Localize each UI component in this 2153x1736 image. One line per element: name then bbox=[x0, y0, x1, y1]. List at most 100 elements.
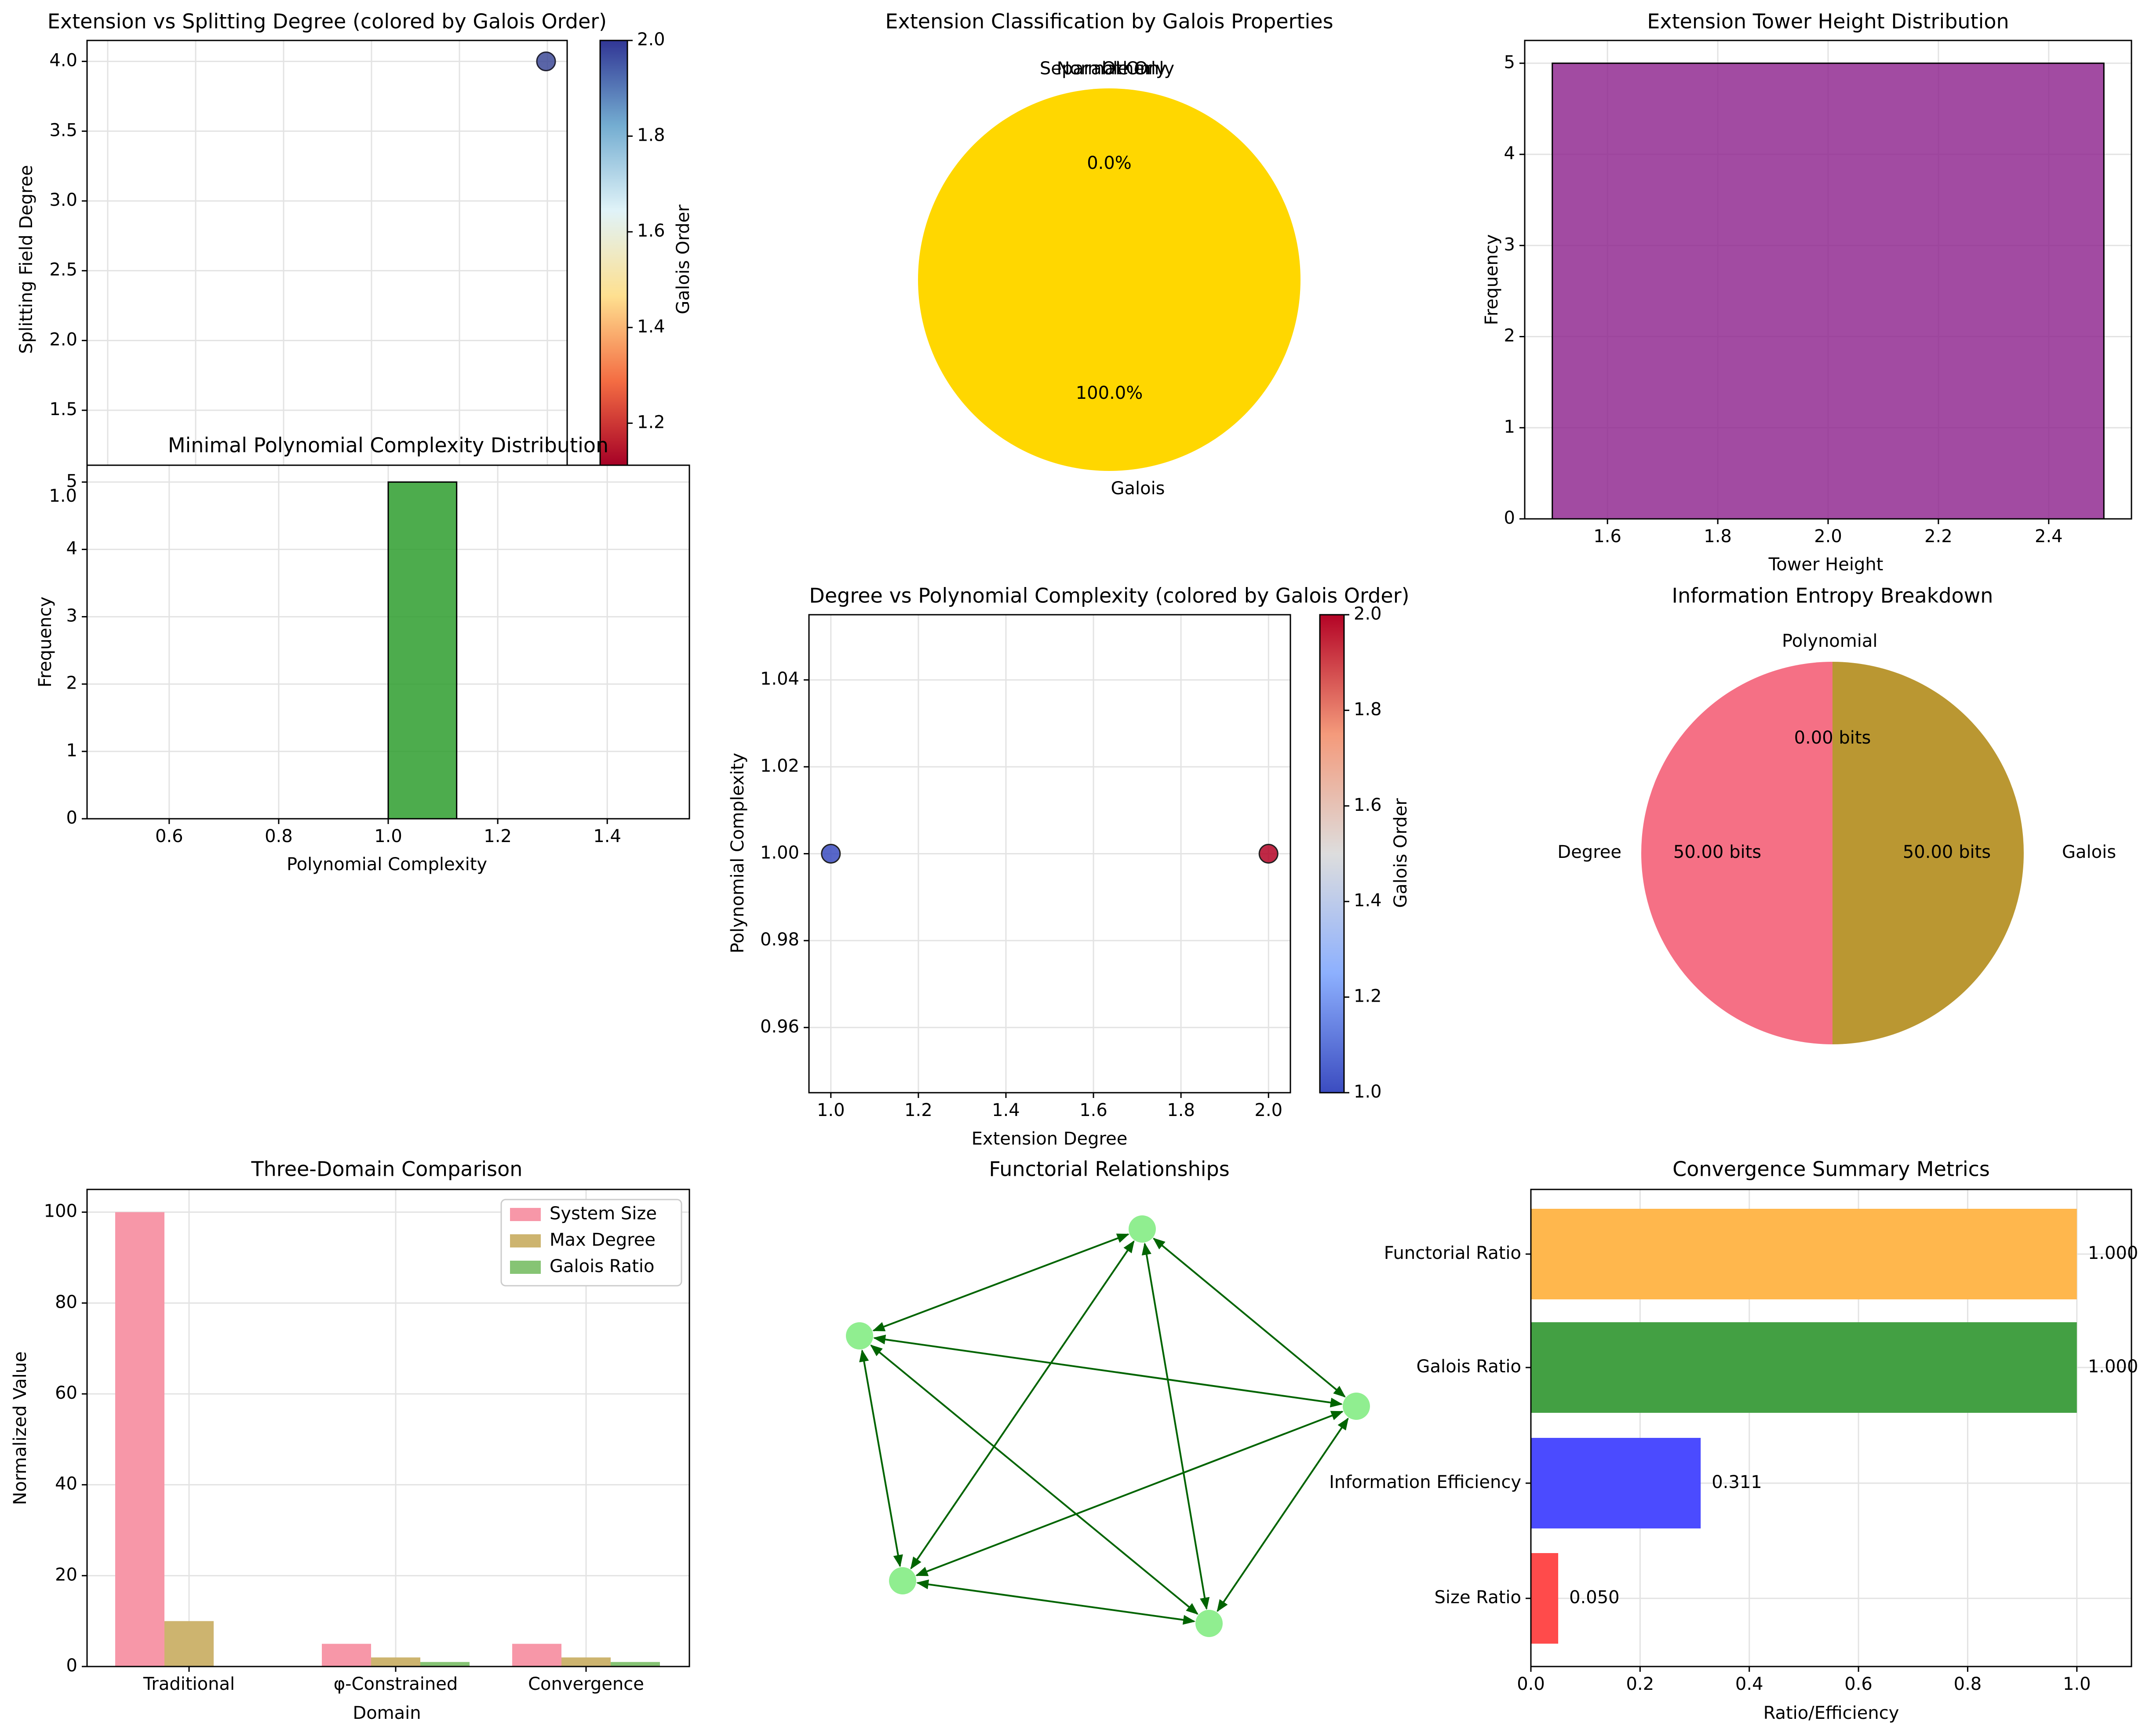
panel-tower-height: 1.6 1.8 2.0 2.2 2.4 0 1 2 3 4 5 Extension Tower Hei… bbox=[1482, 10, 2132, 575]
slice-pct-zero: 0.0% bbox=[1087, 153, 1132, 173]
legend-label: Max Degree bbox=[550, 1230, 656, 1250]
y-tick-label: 5 bbox=[1504, 52, 1515, 73]
colorbar-label: Galois Order bbox=[673, 204, 693, 314]
x-tick-label: 2.2 bbox=[1924, 526, 1953, 547]
x-axis-label: Ratio/Efficiency bbox=[1763, 1703, 1899, 1723]
y-axis-label: Normalized Value bbox=[10, 1351, 30, 1505]
bar-galois-ratio bbox=[420, 1662, 470, 1667]
slice-value-polynomial: 0.00 bits bbox=[1794, 728, 1871, 748]
slice-pct-galois: 100.0% bbox=[1076, 383, 1143, 403]
x-tick-label: 0.8 bbox=[265, 826, 293, 846]
graph-edge bbox=[859, 1349, 903, 1568]
graph-edge bbox=[1217, 1417, 1349, 1612]
x-axis-label: Domain bbox=[353, 1703, 421, 1723]
slice-label-galois: Galois bbox=[1111, 478, 1165, 499]
colorbar-tick-label: 2.0 bbox=[1354, 604, 1382, 624]
y-tick-label: 0 bbox=[66, 1656, 77, 1676]
y-tick-label: 1.5 bbox=[49, 399, 77, 419]
slice-label-separable: Separable Only bbox=[1040, 58, 1174, 79]
bar-value-label: 1.000 bbox=[2088, 1243, 2138, 1263]
x-tick-label: φ-Constrained bbox=[334, 1674, 458, 1694]
x-tick-label: 0.8 bbox=[1954, 1674, 1982, 1694]
graph-edge bbox=[872, 1233, 1129, 1331]
y-tick-label: 1.04 bbox=[760, 669, 799, 689]
panel-entropy-breakdown: Information Entropy Breakdown Galois 50.00… bbox=[1557, 584, 2116, 1044]
legend-box bbox=[500, 1199, 682, 1287]
graph-node bbox=[1343, 1393, 1370, 1420]
bar-value-label: 1.000 bbox=[2088, 1357, 2138, 1377]
pie-slice-galois bbox=[918, 88, 1301, 471]
bar bbox=[1531, 1438, 1701, 1528]
y-tick-label: 5 bbox=[66, 471, 77, 491]
panel-degree-vs-complexity: 1.0 1.2 1.4 1.6 1.8 2.0 0.96 0.98 1.00 1.02 1.04 De… bbox=[728, 584, 1411, 1149]
y-tick-label: 60 bbox=[55, 1383, 77, 1403]
y-tick-label: 3.5 bbox=[49, 120, 77, 140]
colorbar-tick-label: 1.2 bbox=[1354, 986, 1382, 1007]
y-axis-label: Frequency bbox=[1482, 234, 1502, 325]
y-tick-label: 2.5 bbox=[49, 260, 77, 280]
colorbar-tick-label: 1.2 bbox=[637, 412, 665, 432]
y-tick-label: 3.0 bbox=[49, 190, 77, 210]
x-axis-label: Tower Height bbox=[1768, 554, 1883, 575]
x-tick-label: 1.0 bbox=[374, 826, 402, 846]
chart-title: Convergence Summary Metrics bbox=[1672, 1157, 1990, 1181]
y-tick-label: 0.98 bbox=[760, 930, 799, 950]
x-tick-label: 2.0 bbox=[1814, 526, 1842, 547]
x-tick-label: 0.6 bbox=[1844, 1674, 1872, 1694]
y-tick-label: 0 bbox=[1504, 508, 1515, 528]
x-tick-label: 0.0 bbox=[1517, 1674, 1545, 1694]
pie-slice-degree bbox=[1641, 662, 1832, 1044]
slice-label-polynomial: Polynomial bbox=[1782, 631, 1877, 651]
bar-value-label: 0.050 bbox=[1569, 1587, 1620, 1608]
y-tick-label: 4 bbox=[1504, 143, 1515, 164]
graph-edge bbox=[873, 1335, 1343, 1408]
x-tick-label: 1.6 bbox=[1593, 526, 1621, 547]
overlap-tick-label: 1.0 bbox=[49, 486, 77, 506]
x-tick-label: 1.8 bbox=[1167, 1100, 1195, 1120]
slice-label-galois: Galois bbox=[2062, 842, 2116, 862]
bar bbox=[1531, 1209, 2077, 1299]
y-tick-label: 4 bbox=[66, 538, 77, 558]
x-tick-label: 2.4 bbox=[2035, 526, 2063, 547]
panel-convergence-summary: 1.000 1.000 0.311 0.050 Functorial Ratio Galo… bbox=[1329, 1157, 2138, 1724]
x-tick-label: Convergence bbox=[528, 1674, 644, 1694]
colorbar-tick-label: 2.0 bbox=[637, 29, 665, 50]
plot-frame bbox=[808, 614, 1291, 1094]
y-tick-label: 40 bbox=[55, 1474, 77, 1494]
x-tick-label: 1.2 bbox=[904, 1100, 933, 1120]
plot-frame bbox=[1524, 40, 2132, 520]
panel-extension-vs-splitting: 1.5 2.0 2.5 3.0 3.5 4.0 Extension vs Splitting… bbox=[16, 10, 693, 467]
chart-title: Extension Tower Height Distribution bbox=[1647, 10, 2009, 33]
slice-value-degree: 50.00 bits bbox=[1673, 842, 1761, 862]
y-tick-label: 4.0 bbox=[49, 51, 77, 71]
slice-label-degree: Degree bbox=[1557, 842, 1621, 862]
y-tick-label: 1 bbox=[66, 740, 77, 761]
y-tick-label: 20 bbox=[55, 1565, 77, 1585]
data-point bbox=[1258, 844, 1279, 864]
plot-frame bbox=[1530, 1189, 2132, 1667]
y-axis-label: Polynomial Complexity bbox=[728, 753, 748, 953]
chart-title: Three-Domain Comparison bbox=[251, 1157, 523, 1181]
y-tick-label: Size Ratio bbox=[1434, 1587, 1521, 1608]
plot-bg bbox=[87, 40, 567, 466]
y-tick-label: 2.0 bbox=[49, 329, 77, 350]
plot-frame bbox=[86, 464, 690, 820]
x-tick-label: 0.6 bbox=[155, 826, 183, 846]
y-tick-label: 80 bbox=[55, 1292, 77, 1312]
legend-swatch bbox=[510, 1261, 541, 1274]
y-axis-label: Frequency bbox=[35, 597, 55, 688]
slice-label-other: Other bbox=[1102, 58, 1152, 79]
y-tick-label: Galois Ratio bbox=[1417, 1357, 1521, 1377]
legend: System Size Max Degree Galois Ratio bbox=[500, 1199, 682, 1287]
colorbar-tick-label: 1.4 bbox=[1354, 890, 1382, 911]
x-tick-label: 0.2 bbox=[1626, 1674, 1654, 1694]
y-tick-label: 1.00 bbox=[760, 843, 799, 863]
legend-swatch bbox=[510, 1234, 541, 1247]
chart-title: Degree vs Polynomial Complexity (colored… bbox=[809, 584, 1409, 608]
legend-label: Galois Ratio bbox=[550, 1256, 654, 1276]
bar-max-degree bbox=[371, 1657, 420, 1667]
graph-edge bbox=[916, 1579, 1196, 1625]
histogram-bar bbox=[1552, 62, 2105, 520]
colorbar bbox=[1319, 614, 1345, 1094]
graph-edge bbox=[1153, 1237, 1346, 1398]
